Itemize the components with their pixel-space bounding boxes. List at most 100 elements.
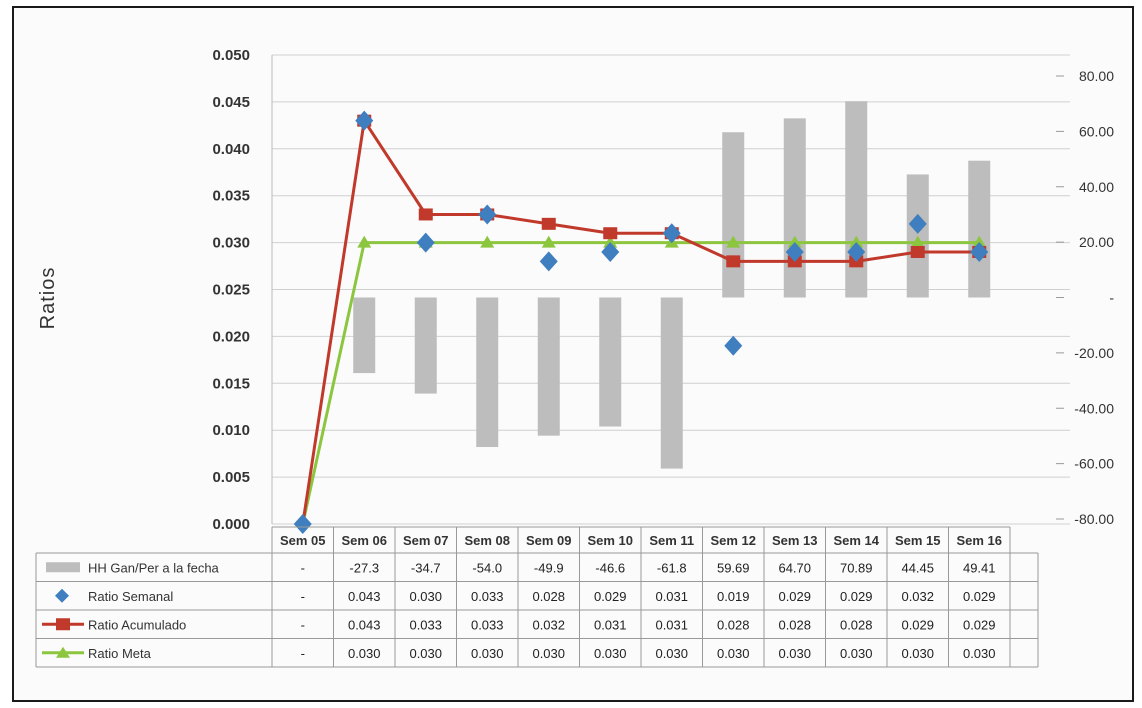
table-cell: 0.043	[348, 617, 381, 632]
y-tick-label: 0.015	[212, 375, 250, 392]
legend-key-triangle	[56, 646, 70, 658]
table-cell: 70.89	[840, 560, 873, 575]
table-cell: 0.031	[655, 617, 688, 632]
category-label: Sem 13	[772, 533, 818, 548]
table-cell: -	[301, 617, 305, 632]
table-cell: 0.029	[594, 589, 627, 604]
table-cell: 0.030	[840, 646, 873, 661]
y-tick-label: 0.035	[212, 188, 250, 205]
y2-tick-label: -80.00	[1074, 511, 1114, 527]
table-cell: 0.030	[655, 646, 688, 661]
y2-tick-label: 80.00	[1079, 68, 1114, 84]
legend-label: Ratio Meta	[88, 646, 152, 661]
bar-hh-sem-16	[968, 160, 991, 298]
table-cell: 0.032	[901, 589, 934, 604]
marker-meta-8	[787, 235, 802, 248]
marker-meta-4	[541, 235, 556, 248]
table-cell: 49.41	[963, 560, 996, 575]
category-label: Sem 14	[833, 533, 879, 548]
table-cell: 0.029	[778, 589, 811, 604]
y-tick-label: 0.050	[212, 47, 250, 64]
legend-key-square	[56, 618, 70, 631]
legend-label: Ratio Acumulado	[88, 617, 186, 632]
table-cell: 0.030	[963, 646, 996, 661]
line-ratio-acumulado	[301, 116, 980, 525]
y-tick-label: 0.020	[212, 328, 250, 345]
category-label: Sem 11	[649, 533, 694, 548]
bar-hh-sem-06	[353, 297, 376, 374]
legend-key-bar	[46, 562, 80, 573]
marker-semanal-5	[601, 241, 620, 262]
table-cell: -	[301, 589, 305, 604]
table-cell: -54.0	[472, 560, 502, 575]
table-cell: -	[301, 646, 305, 661]
bar-hh-sem-09	[537, 297, 560, 436]
y-tick-label: 0.040	[212, 141, 250, 158]
marker-semanal-1	[355, 110, 374, 131]
y-tick-label: 0.025	[212, 282, 250, 299]
table-cell: -27.3	[349, 560, 379, 575]
marker-meta-7	[726, 235, 741, 248]
marker-semanal-11	[970, 241, 989, 262]
combo-chart: Ratios 0.0000.0050.0100.0150.0200.0250.0…	[35, 47, 1114, 668]
marker-acumulado-7	[726, 255, 741, 268]
table-cell: 0.030	[409, 646, 442, 661]
bar-hh-sem-12	[722, 132, 745, 298]
category-label: Sem 06	[341, 533, 387, 548]
marker-meta-3	[480, 235, 495, 248]
y2-tick-label: -	[1109, 290, 1114, 306]
table-cell: 0.030	[532, 646, 565, 661]
y-tick-label: 0.045	[212, 94, 250, 111]
table-cell: 0.019	[717, 589, 750, 604]
bar-hh-sem-14	[845, 101, 868, 298]
y2-tick-label: 40.00	[1079, 179, 1114, 195]
marker-semanal-8	[785, 241, 804, 262]
table-cell: 59.69	[717, 560, 750, 575]
table-cell: 0.028	[717, 617, 750, 632]
marker-semanal-6	[662, 223, 681, 244]
marker-meta-5	[603, 235, 618, 248]
category-label: Sem 05	[280, 533, 326, 548]
category-label: Sem 09	[526, 533, 572, 548]
category-label: Sem 15	[895, 533, 941, 548]
table-cell: 0.030	[471, 646, 504, 661]
bar-hh-sem-13	[783, 118, 806, 298]
table-cell: 0.030	[901, 646, 934, 661]
marker-semanal-3	[478, 204, 497, 225]
table-cell: 0.033	[471, 589, 504, 604]
table-cell: 0.030	[778, 646, 811, 661]
y-axis-label: Ratios	[37, 267, 59, 330]
bar-series	[353, 101, 991, 469]
table-cell: 0.031	[594, 617, 627, 632]
table-cell: -46.6	[595, 560, 625, 575]
table-cell: 0.030	[409, 589, 442, 604]
point-series	[293, 110, 989, 534]
table-cell: 0.029	[901, 617, 934, 632]
y-tick-label: 0.010	[212, 422, 250, 439]
table-cell: -61.8	[657, 560, 687, 575]
table-cell: 0.031	[655, 589, 688, 604]
y2-tick-label: -40.00	[1074, 400, 1114, 416]
marker-semanal-10	[908, 213, 927, 234]
table-cell: -	[301, 560, 305, 575]
y2-tick-label: -60.00	[1074, 456, 1114, 472]
table-cell: 0.032	[532, 617, 565, 632]
marker-semanal-7	[724, 335, 743, 356]
table-cell: 0.028	[840, 617, 873, 632]
table-cell: 0.028	[778, 617, 811, 632]
table-cell: 0.033	[409, 617, 442, 632]
bar-hh-sem-08	[476, 297, 499, 448]
chart-frame: Ratios 0.000 0.005 0.010 0.015 0.020 0.025 0.0…	[12, 6, 1134, 702]
table-cell: 64.70	[778, 560, 811, 575]
table-cell: 0.030	[717, 646, 750, 661]
bar-hh-sem-07	[414, 297, 437, 394]
table-cell: -49.9	[534, 560, 564, 575]
category-label: Sem 12	[710, 533, 756, 548]
marker-meta-10	[910, 235, 925, 248]
legend-label: Ratio Semanal	[88, 589, 173, 604]
marker-meta-9	[849, 235, 864, 248]
marker-acumulado-10	[910, 245, 925, 258]
marker-acumulado-5	[603, 227, 618, 240]
line-series	[301, 116, 980, 525]
y2-tick-label: 20.00	[1079, 234, 1114, 250]
